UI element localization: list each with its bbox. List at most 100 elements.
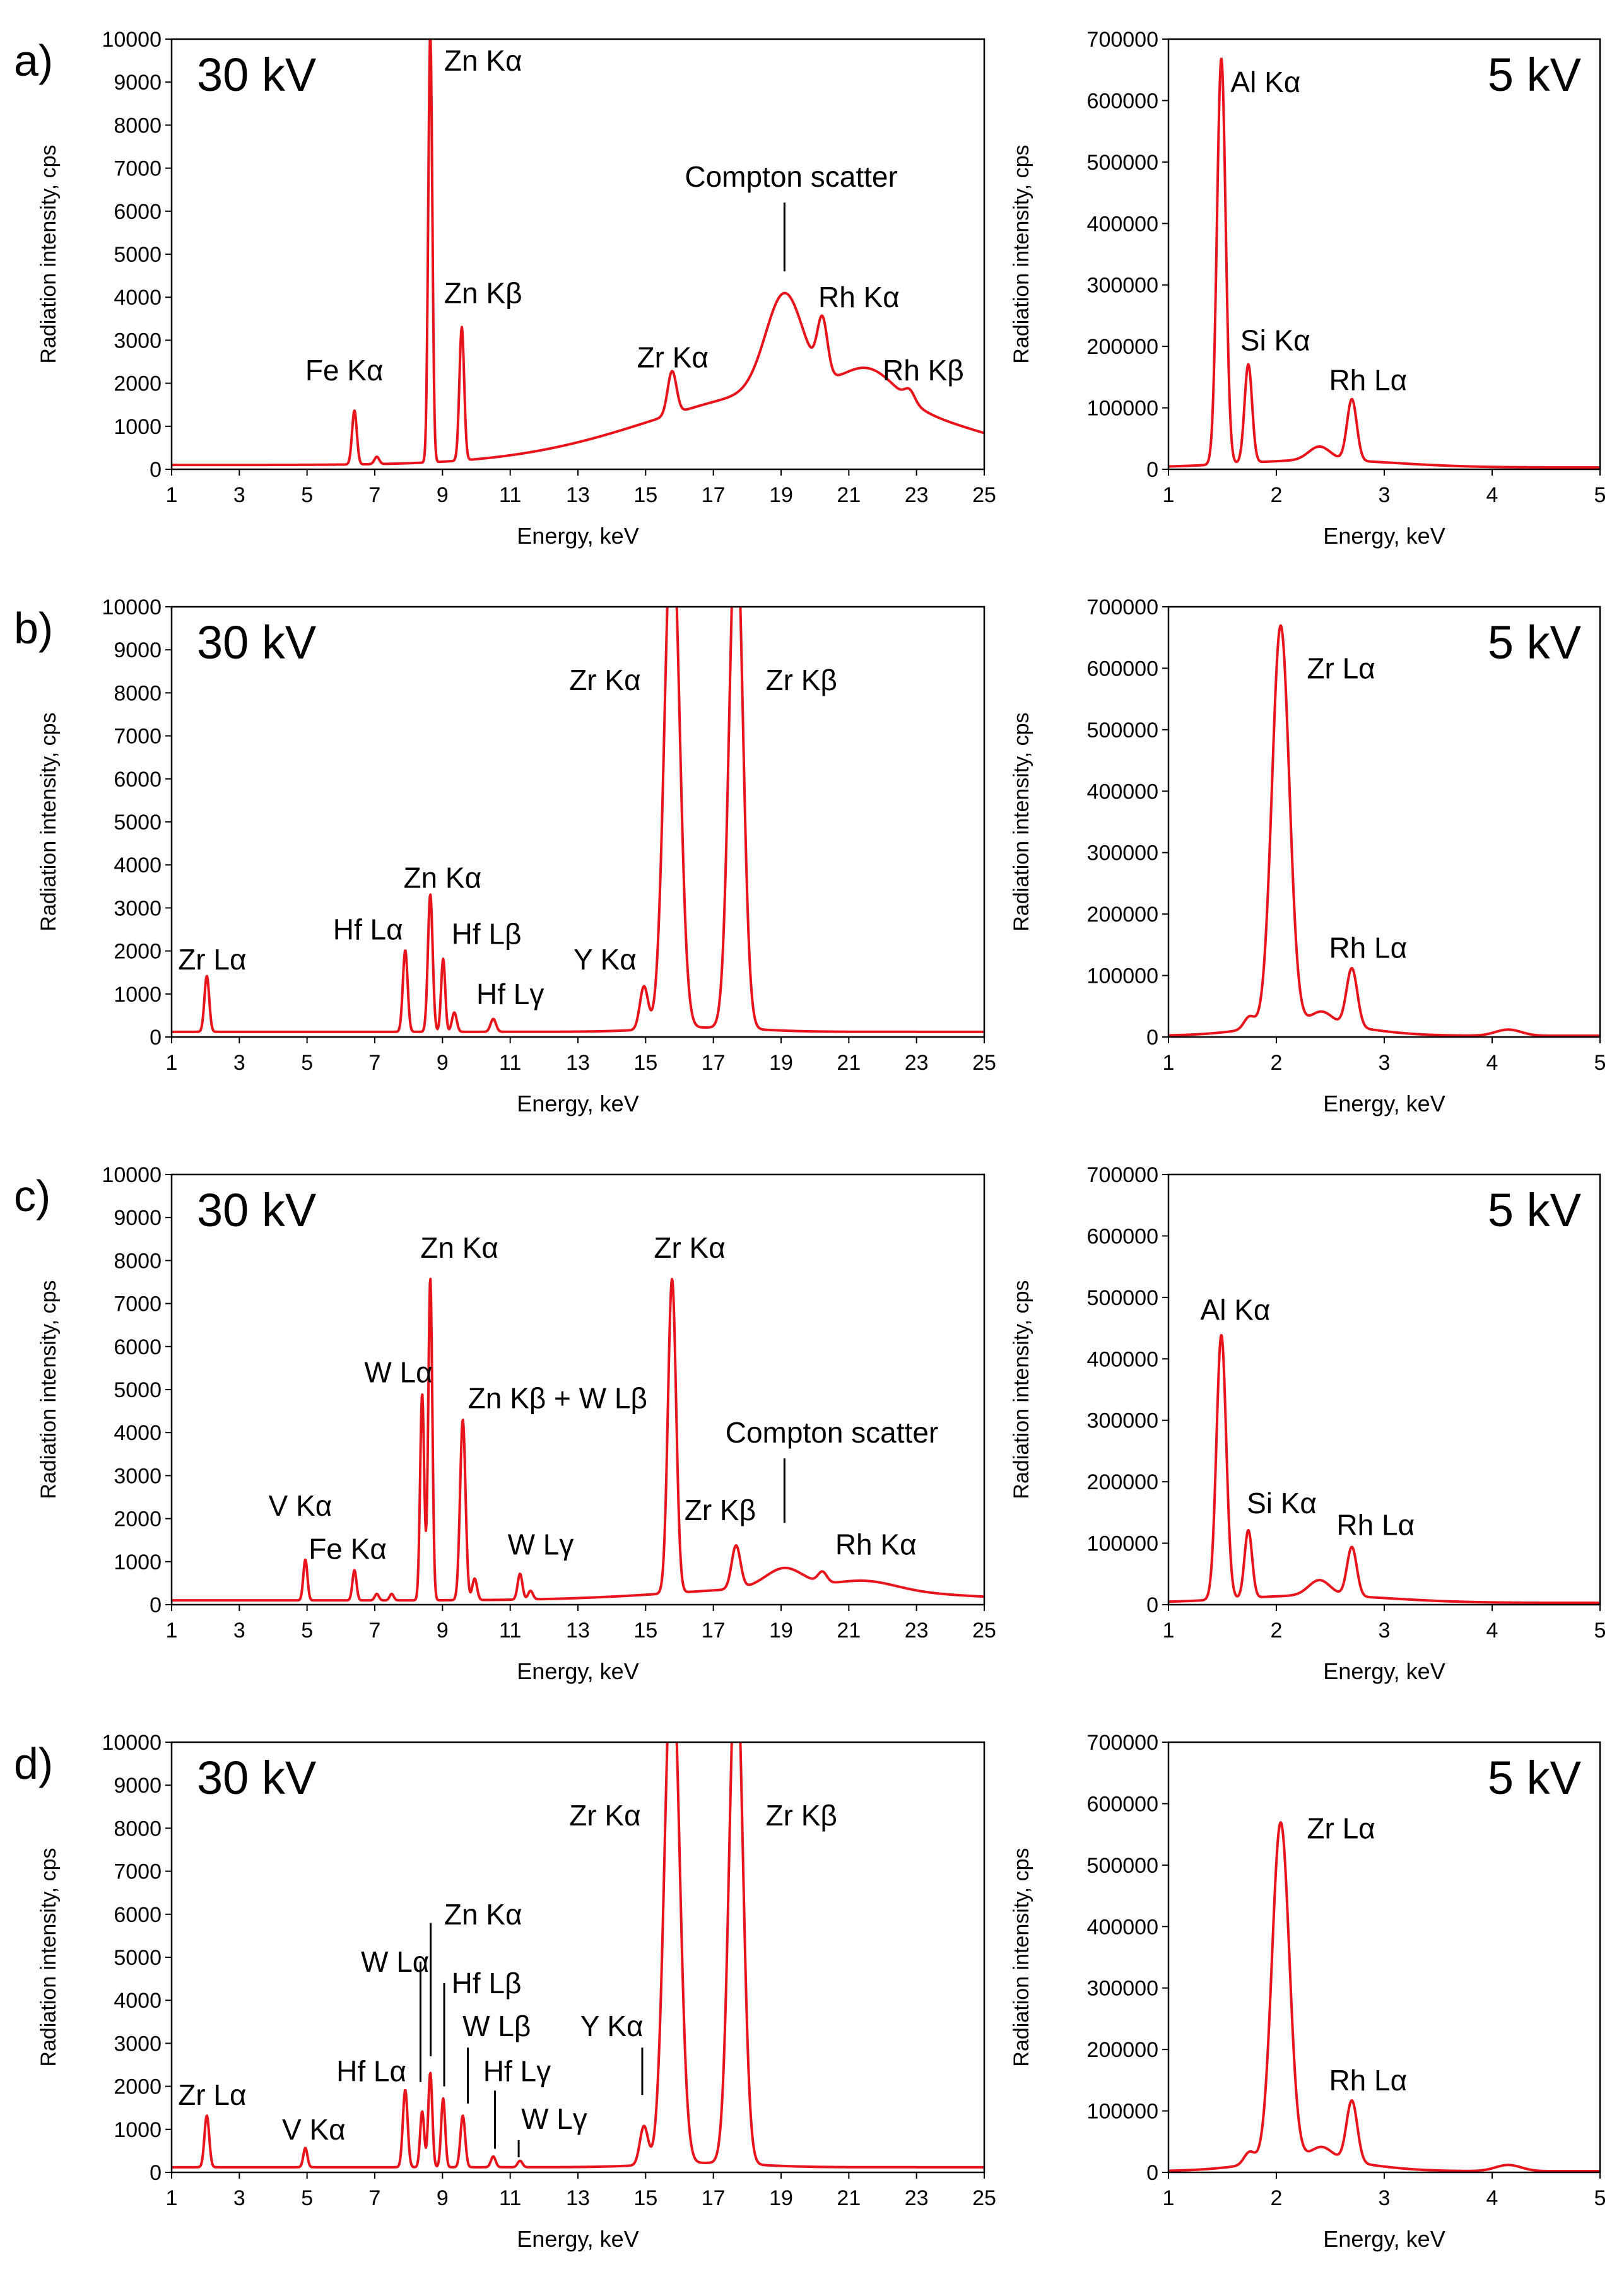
x-tick-label: 4 [1486, 483, 1498, 507]
x-tick-label: 25 [972, 1619, 996, 1643]
spectrum-line [1168, 57, 1600, 469]
y-tick-label: 3000 [114, 1464, 162, 1488]
peak-label: Rh Kα [835, 1528, 917, 1561]
peak-label: Hf Lβ [452, 917, 522, 950]
x-tick-label: 2 [1271, 1051, 1283, 1075]
chart-right-row-1: 0 100000 200000 300000 400000 500000 600000 700… [1009, 595, 1606, 1116]
peak-label: Rh Kβ [883, 354, 964, 387]
x-tick-label: 1 [1163, 1619, 1175, 1643]
y-axis-label: Radiation intensity, cps [37, 712, 61, 931]
x-tick-label: 25 [972, 1051, 996, 1075]
panel-letter: b) [14, 604, 53, 653]
y-tick-label: 0 [150, 2161, 162, 2185]
peak-label: Zn Kβ [444, 276, 522, 309]
x-tick-label: 15 [633, 1051, 657, 1075]
peak-label: Zr Kβ [685, 1494, 756, 1526]
x-tick-label: 5 [301, 1619, 313, 1643]
y-tick-label: 600000 [1087, 89, 1158, 113]
y-axis-label: Radiation intensity, cps [37, 1280, 61, 1499]
x-tick-label: 15 [633, 483, 657, 507]
plot-frame [170, 1741, 986, 2174]
peak-label: Compton scatter [685, 160, 897, 193]
kv-label: 5 kV [1488, 1752, 1582, 1804]
plot-frame [170, 38, 986, 471]
y-tick-label: 700000 [1087, 595, 1158, 619]
peak-label: Zr Lα [178, 943, 246, 976]
x-tick-label: 25 [972, 2186, 996, 2210]
y-tick-label: 2000 [114, 372, 162, 396]
y-tick-label: 300000 [1087, 1409, 1158, 1433]
spectrum-line [1168, 1333, 1600, 1605]
x-tick-label: 2 [1271, 483, 1283, 507]
peak-label: Y Kα [574, 943, 637, 976]
panel-letter: d) [14, 1739, 53, 1788]
x-tick-label: 1 [1163, 2186, 1175, 2210]
chart-right-row-2: 0 100000 200000 300000 400000 500000 600000 700… [1009, 1163, 1606, 1684]
panel-letter: c) [14, 1171, 50, 1221]
peak-label: W Lβ [462, 2010, 531, 2042]
x-tick-label: 13 [566, 1619, 590, 1643]
peak-label: V Kα [282, 2113, 346, 2146]
x-tick-label: 17 [702, 1051, 726, 1075]
spectrum-line [1168, 624, 1600, 1037]
y-axis-label: Radiation intensity, cps [37, 1848, 61, 2066]
plot-frame [1167, 1173, 1601, 1606]
peak-label: Zn Kα [403, 862, 481, 894]
y-tick-label: 1000 [114, 983, 162, 1007]
peak-label: Hf Lγ [476, 978, 544, 1010]
x-axis-label: Energy, keV [517, 1091, 638, 1116]
x-tick-label: 21 [837, 483, 861, 507]
x-tick-label: 9 [437, 1051, 449, 1075]
x-tick-label: 19 [769, 1051, 793, 1075]
y-tick-label: 10000 [102, 1731, 162, 1755]
y-tick-label: 0 [1146, 1026, 1158, 1050]
x-tick-label: 7 [369, 2186, 381, 2210]
kv-label: 30 kV [197, 49, 317, 101]
x-tick-label: 3 [233, 1051, 245, 1075]
y-tick-label: 5000 [114, 1946, 162, 1970]
x-tick-label: 5 [1594, 483, 1606, 507]
x-tick-label: 21 [837, 2186, 861, 2210]
plot-frame [1167, 606, 1601, 1038]
kv-label: 5 kV [1488, 49, 1582, 101]
spectrum-line [172, 1277, 984, 1602]
y-tick-label: 500000 [1087, 718, 1158, 742]
x-tick-label: 9 [437, 1619, 449, 1643]
y-tick-label: 400000 [1087, 1915, 1158, 1939]
spectrum-line [172, 1742, 984, 2169]
y-tick-label: 10000 [102, 595, 162, 619]
x-tick-label: 3 [1379, 2186, 1391, 2210]
y-tick-label: 0 [150, 458, 162, 482]
peak-label: Si Kα [1247, 1487, 1317, 1520]
peak-label: Rh Lα [1329, 932, 1407, 964]
x-tick-label: 1 [166, 1619, 178, 1643]
y-tick-label: 500000 [1087, 1854, 1158, 1878]
y-tick-label: 5000 [114, 243, 162, 267]
x-tick-label: 17 [702, 2186, 726, 2210]
x-tick-label: 7 [369, 1051, 381, 1075]
chart-left-row-2: 0 1000 2000 3000 4000 5000 6000 7000 8000 9000 100… [37, 1163, 996, 1684]
x-tick-label: 13 [566, 1051, 590, 1075]
y-tick-label: 7000 [114, 1292, 162, 1316]
y-tick-label: 3000 [114, 896, 162, 920]
y-tick-label: 10000 [102, 1163, 162, 1187]
y-tick-label: 1000 [114, 2118, 162, 2142]
plot-frame [1167, 1741, 1601, 2174]
y-tick-label: 8000 [114, 1249, 162, 1273]
x-tick-label: 25 [972, 483, 996, 507]
peak-label: Hf Lα [336, 2055, 406, 2088]
peak-label: Zn Kα [420, 1231, 498, 1264]
y-tick-label: 400000 [1087, 212, 1158, 236]
peak-label: Si Kα [1240, 324, 1310, 356]
chart-left-row-3: 0 1000 2000 3000 4000 5000 6000 7000 8000 9000 100… [37, 1731, 996, 2252]
x-tick-label: 2 [1271, 2186, 1283, 2210]
peak-label: Zr Kβ [766, 664, 837, 696]
y-tick-label: 8000 [114, 1817, 162, 1841]
peak-label: Zr Kα [654, 1231, 725, 1264]
peak-label: Rh Lα [1329, 364, 1407, 397]
x-tick-label: 21 [837, 1051, 861, 1075]
plot-frame [170, 1173, 986, 1606]
peak-label: Rh Lα [1336, 1508, 1415, 1541]
y-tick-label: 5000 [114, 1378, 162, 1402]
